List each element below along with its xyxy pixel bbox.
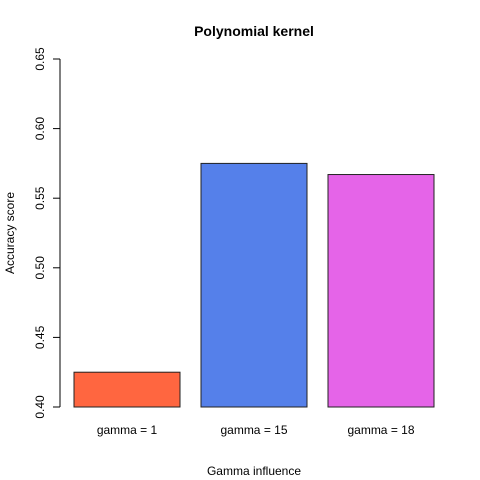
y-tick-label: 0.40 (33, 395, 47, 419)
x-tick-label: gamma = 1 (97, 423, 158, 437)
y-tick-label: 0.55 (33, 186, 47, 210)
bar (327, 174, 435, 408)
x-tick-labels: gamma = 1 gamma = 15 gamma = 18 (97, 423, 415, 437)
y-tick-label: 0.60 (33, 117, 47, 141)
y-tick-label: 0.45 (33, 325, 47, 349)
x-axis-label: Gamma influence (207, 464, 301, 478)
x-tick-label: gamma = 15 (220, 423, 287, 437)
y-tick-label: 0.50 (33, 256, 47, 280)
bar (200, 162, 308, 408)
bar (73, 371, 181, 408)
y-tick-label: 0.65 (33, 47, 47, 71)
y-axis-label: Accuracy score (3, 192, 17, 274)
y-axis: 0.40 0.45 0.50 0.55 0.60 0.65 (33, 47, 61, 419)
bars (73, 162, 435, 408)
x-tick-label: gamma = 18 (347, 423, 414, 437)
chart-title: Polynomial kernel (194, 23, 314, 39)
